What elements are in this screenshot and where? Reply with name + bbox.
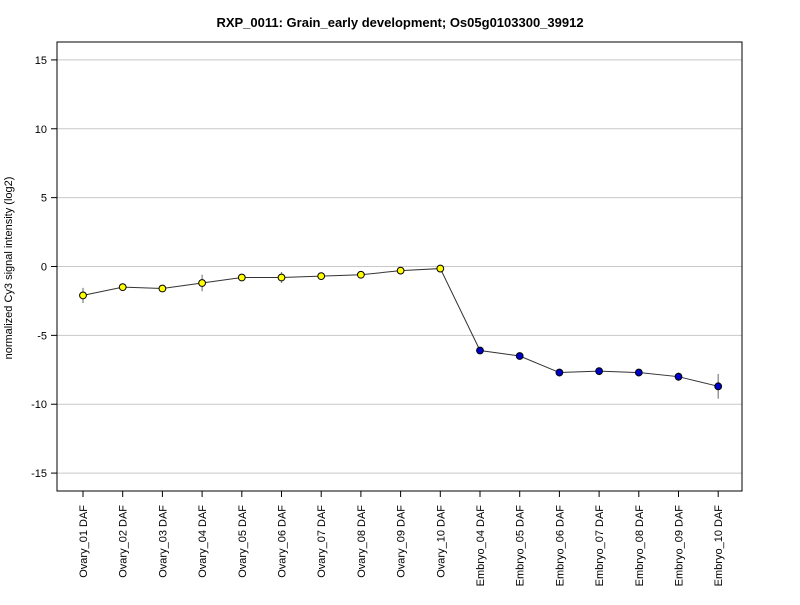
- x-tick-label: Embryo_05 DAF: [515, 505, 527, 587]
- x-tick-label: Embryo_09 DAF: [674, 505, 686, 587]
- y-tick-label: -10: [31, 399, 47, 411]
- x-tick-label: Ovary_02 DAF: [118, 505, 130, 578]
- data-point: [357, 270, 365, 279]
- data-point: [277, 273, 286, 282]
- y-tick-label: 5: [41, 193, 47, 205]
- plot-frame: [56, 41, 743, 492]
- data-point: [118, 283, 127, 292]
- data-point: [317, 272, 326, 281]
- data-point: [634, 368, 643, 377]
- data-point: [714, 382, 723, 391]
- data-point: [237, 273, 246, 282]
- x-tick-label: Ovary_09 DAF: [396, 505, 408, 578]
- series-line: [82, 268, 719, 387]
- data-point: [396, 266, 405, 275]
- x-tick-label: Embryo_10 DAF: [713, 505, 725, 587]
- data-series: [79, 264, 723, 399]
- data-point: [595, 367, 603, 376]
- y-tick-label: -15: [31, 468, 47, 480]
- y-axis-label: normalized Cy3 signal intensity (log2): [3, 177, 15, 360]
- x-tick-label: Ovary_03 DAF: [157, 505, 169, 578]
- axes: -15 -10 -5 0 5 10 15 Ovary_01 DAF Ovary_02 DAF Ov…: [31, 41, 743, 587]
- y-tick-label: 15: [35, 55, 47, 67]
- x-tick-label: Ovary_06 DAF: [277, 505, 289, 578]
- x-tick-label: Ovary_05 DAF: [237, 505, 249, 578]
- y-tick-label: -5: [37, 330, 47, 342]
- data-point: [555, 368, 564, 377]
- x-tick-label: Ovary_04 DAF: [197, 505, 209, 578]
- grid-lines: [57, 59, 742, 474]
- x-tick-label: Embryo_07 DAF: [594, 505, 606, 587]
- x-tick-label: Ovary_07 DAF: [316, 505, 328, 578]
- x-tick-label: Ovary_10 DAF: [435, 505, 447, 578]
- x-tick-label: Embryo_08 DAF: [634, 505, 646, 587]
- data-point: [79, 291, 87, 300]
- y-tick-label: 0: [41, 262, 47, 274]
- data-point: [158, 284, 167, 293]
- data-point: [436, 264, 445, 273]
- x-tick-label: Ovary_01 DAF: [78, 505, 90, 578]
- data-point: [198, 279, 207, 287]
- x-tick-label: Ovary_08 DAF: [356, 505, 368, 578]
- y-tick-label: 10: [35, 124, 47, 136]
- chart-title: RXP_0011: Grain_early development; Os05g…: [216, 15, 583, 30]
- x-tick-label: Embryo_06 DAF: [554, 505, 566, 587]
- x-tick-label: Embryo_04 DAF: [475, 505, 487, 587]
- data-point: [515, 352, 524, 360]
- data-point: [476, 346, 484, 355]
- data-point: [674, 372, 683, 381]
